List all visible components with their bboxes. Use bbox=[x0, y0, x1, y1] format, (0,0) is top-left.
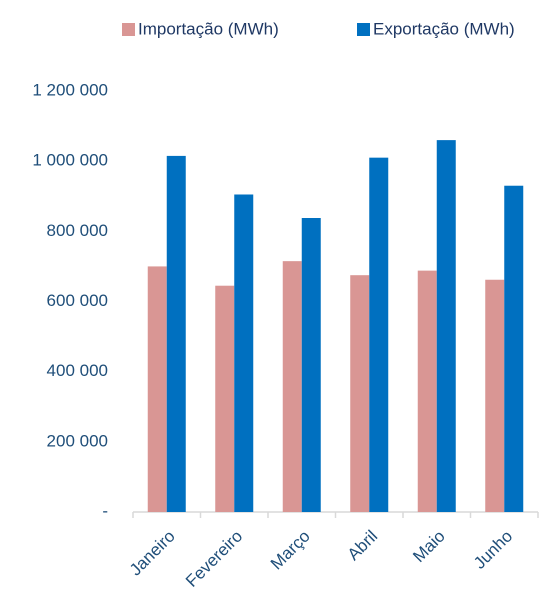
legend-swatch bbox=[357, 23, 370, 36]
legend-swatch bbox=[122, 23, 135, 36]
bar bbox=[417, 270, 437, 512]
legend-label: Importação (MWh) bbox=[138, 19, 279, 38]
y-tick-label: - bbox=[102, 501, 108, 520]
y-tick-label: 1 000 000 bbox=[32, 151, 108, 170]
y-tick-label: 200 000 bbox=[47, 431, 108, 450]
y-tick-label: 600 000 bbox=[47, 291, 108, 310]
bar bbox=[301, 218, 321, 513]
bar bbox=[282, 261, 302, 512]
legend-label: Exportação (MWh) bbox=[373, 19, 515, 38]
x-tick-label: Março bbox=[267, 527, 314, 574]
bar bbox=[369, 157, 389, 513]
y-tick-label: 800 000 bbox=[47, 221, 108, 240]
bar bbox=[504, 185, 524, 512]
bar bbox=[350, 275, 370, 512]
bar bbox=[215, 285, 235, 512]
bar bbox=[436, 140, 456, 512]
x-tick-label: Janeiro bbox=[126, 527, 179, 580]
bar bbox=[166, 155, 186, 512]
y-tick-label: 400 000 bbox=[47, 361, 108, 380]
y-tick-label: 1 200 000 bbox=[32, 80, 108, 99]
x-tick-label: Fevereiro bbox=[182, 527, 246, 591]
x-tick-label: Maio bbox=[409, 527, 448, 566]
x-tick-label: Junho bbox=[470, 527, 516, 573]
bar bbox=[147, 266, 167, 512]
bar bbox=[485, 279, 505, 512]
x-tick-label: Abril bbox=[344, 527, 381, 564]
bar bbox=[234, 194, 254, 512]
